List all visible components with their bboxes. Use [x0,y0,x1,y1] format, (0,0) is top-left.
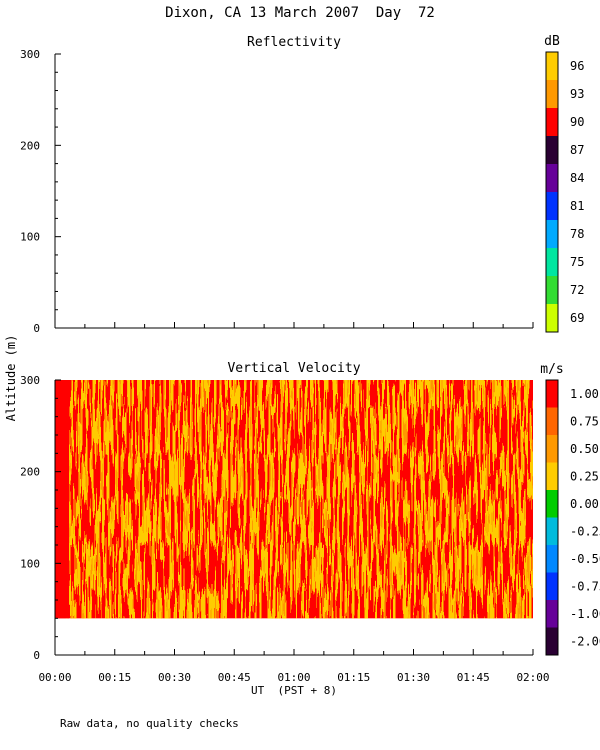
colorbar-label: -2.00 [570,634,600,648]
colorbar-swatch [546,380,558,408]
colorbar-swatch [546,52,558,80]
y-tick-label: 300 [20,374,40,387]
figure-title: Dixon, CA 13 March 2007 Day 72 [165,5,435,21]
velocity-axes: 0 100 200 300 00:00 00:15 00:30 00:45 01:00 01:15… [20,374,549,684]
colorbar-swatch [546,192,558,220]
colorbar-swatch [546,164,558,192]
x-tick-label: 01:30 [397,671,430,684]
colorbar-swatch [546,462,558,490]
reflectivity-axes: 0 100 200 300 [20,48,534,335]
y-tick-label: 100 [20,231,40,244]
x-tick-label: 00:15 [98,671,131,684]
colorbar-label: 1.00 [570,387,599,401]
colorbar-swatch [546,572,558,600]
colorbar-label: 90 [570,115,584,129]
velocity-data-field [55,380,533,619]
y-tick-label: 200 [20,139,40,152]
velocity-field-edge [55,380,69,619]
colorbar-label: 93 [570,87,584,101]
y-axis-label: Altitude (m) [4,335,18,422]
colorbar-label: 0.50 [570,442,599,456]
footnote: Raw data, no quality checks [60,717,239,730]
colorbar-swatch [546,108,558,136]
colorbar-swatch [546,517,558,545]
y-tick-label: 0 [33,649,40,662]
x-tick-label: 00:45 [218,671,251,684]
colorbar-label: 84 [570,171,584,185]
reflectivity-title: Reflectivity [247,35,341,50]
colorbar-label: -1.00 [570,607,600,621]
y-tick-label: 100 [20,557,40,570]
colorbar-swatch [546,490,558,518]
colorbar-label: 69 [570,311,584,325]
colorbar-swatch [546,600,558,628]
colorbar-label: 72 [570,283,584,297]
colorbar-swatch [546,220,558,248]
velocity-title: Vertical Velocity [227,361,360,376]
velocity-colorbar-unit: m/s [540,362,563,377]
reflectivity-colorbar-unit: dB [544,34,560,49]
colorbar-swatch [546,545,558,573]
x-tick-label: 00:00 [38,671,71,684]
vertical-velocity-panel: Vertical Velocity m/s 0 100 200 300 00:00 00:… [20,361,600,684]
x-tick-label: 01:00 [277,671,310,684]
colorbar-label: -0.75 [570,579,600,593]
colorbar-swatch [546,80,558,108]
colorbar-swatch [546,248,558,276]
y-tick-label: 200 [20,466,40,479]
colorbar-label: 0.00 [570,497,599,511]
y-tick-label: 0 [33,322,40,335]
colorbar-label: -0.25 [570,524,600,538]
reflectivity-colorbar: 96 93 90 87 84 81 78 75 72 69 [545,51,584,333]
colorbar-label: -0.50 [570,552,600,566]
colorbar-label: 0.25 [570,469,599,483]
colorbar-label: 96 [570,59,584,73]
velocity-colorbar: 1.00 0.75 0.50 0.25 0.00 -0.25 -0.50 -0.75 -1.00… [545,379,600,656]
x-axis-label: UT (PST + 8) [251,684,337,697]
colorbar-label: 81 [570,199,584,213]
x-tick-label: 02:00 [516,671,549,684]
colorbar-swatch [546,136,558,164]
reflectivity-panel: Reflectivity dB 0 100 200 300 96 93 90 87 84 81 7… [20,34,584,335]
x-tick-label: 01:45 [457,671,490,684]
x-tick-label: 00:30 [158,671,191,684]
colorbar-label: 75 [570,255,584,269]
colorbar-frame [545,51,559,333]
velocity-field [55,380,533,619]
colorbar-swatch [546,304,558,332]
colorbar-swatch [546,407,558,435]
colorbar-label: 78 [570,227,584,241]
y-tick-label: 300 [20,48,40,61]
colorbar-frame [545,379,559,656]
x-tick-label: 01:15 [337,671,370,684]
colorbar-swatch [546,435,558,463]
colorbar-label: 87 [570,143,584,157]
colorbar-swatch [546,627,558,655]
colorbar-label: 0.75 [570,414,599,428]
colorbar-swatch [546,276,558,304]
